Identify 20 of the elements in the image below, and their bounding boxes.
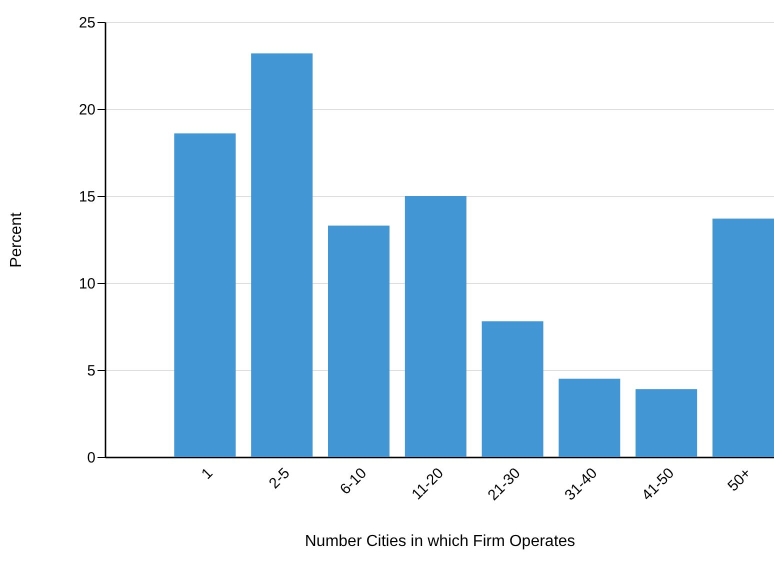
bar bbox=[712, 218, 774, 457]
x-tick-label: 2-5 bbox=[266, 464, 294, 492]
y-tick-label: 5 bbox=[87, 362, 96, 380]
bar bbox=[251, 53, 313, 457]
x-tick-label: 50+ bbox=[724, 464, 755, 495]
y-axis-title: Percent bbox=[8, 212, 25, 268]
x-axis-title: Number Cities in which Firm Operates bbox=[304, 533, 576, 550]
x-tick-label: 1 bbox=[198, 464, 216, 483]
bar bbox=[328, 226, 390, 457]
y-tick-label: 0 bbox=[87, 450, 96, 466]
bar bbox=[636, 389, 698, 457]
bar bbox=[174, 133, 236, 457]
y-tick-label: 25 bbox=[78, 14, 96, 32]
bar bbox=[558, 378, 620, 457]
y-tick-label: 20 bbox=[78, 102, 96, 118]
y-tick-label: 10 bbox=[78, 276, 96, 292]
bar bbox=[404, 196, 466, 457]
y-tick-label: 15 bbox=[78, 188, 96, 206]
x-tick-label: 6-10 bbox=[336, 464, 370, 498]
bar bbox=[482, 321, 544, 457]
